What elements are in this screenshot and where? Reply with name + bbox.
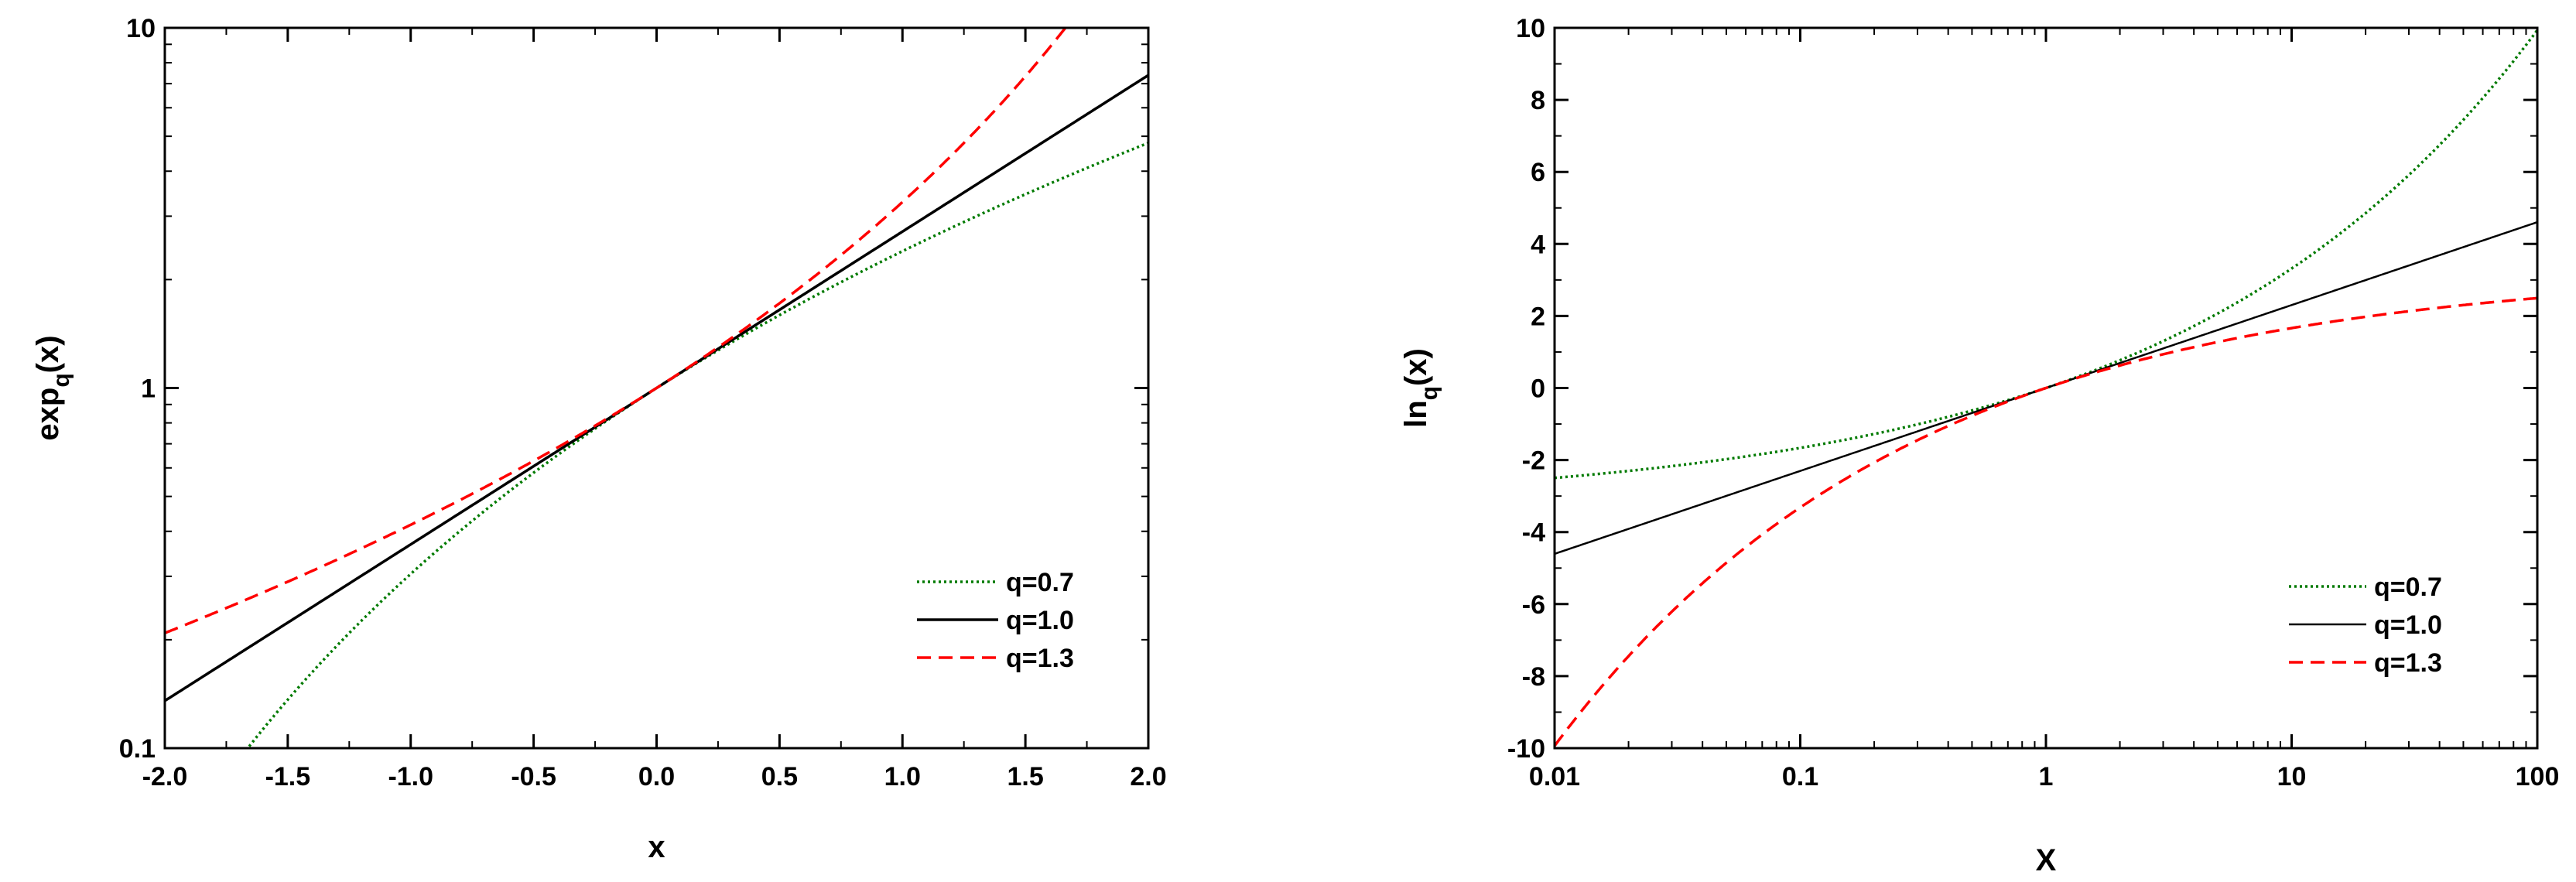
y-title-main: ln bbox=[1399, 400, 1433, 428]
x-tick-label: 10 bbox=[2277, 762, 2307, 791]
y-tick-label: 0 bbox=[1531, 374, 1545, 404]
y-tick-label: -4 bbox=[1522, 518, 1545, 548]
x-tick-label: 1 bbox=[2039, 762, 2054, 791]
y-tick-label: -2 bbox=[1522, 446, 1545, 476]
y-tick-label: 10 bbox=[126, 14, 156, 43]
series-line-q=0.7 bbox=[245, 142, 1148, 748]
legend-label: q=1.0 bbox=[2374, 610, 2442, 640]
x-tick-label: 100 bbox=[2516, 762, 2560, 791]
series-line-q=1.3 bbox=[1555, 296, 2537, 747]
legend-label: q=0.7 bbox=[1006, 568, 1074, 597]
x-axis-title: X bbox=[2036, 843, 2057, 877]
y-tick-label: 8 bbox=[1531, 86, 1545, 115]
series-line-q=0.7 bbox=[1555, 29, 2537, 480]
x-tick-label: 0.01 bbox=[1529, 762, 1580, 791]
legend-label: q=0.7 bbox=[2374, 573, 2442, 602]
y-title-main: exp bbox=[31, 388, 65, 441]
x-tick-label: 0.1 bbox=[1782, 762, 1818, 791]
x-tick-label: 0.5 bbox=[761, 762, 798, 791]
x-axis-title: x bbox=[648, 830, 665, 864]
y-title-subscript: q bbox=[49, 373, 74, 387]
x-tick-label: 1.0 bbox=[884, 762, 921, 791]
y-tick-label: -10 bbox=[1507, 734, 1545, 764]
y-tick-label: -8 bbox=[1522, 662, 1545, 692]
series-line-q=1.3 bbox=[165, 28, 1068, 634]
y-tick-label: 1 bbox=[141, 374, 156, 404]
y-tick-label: 10 bbox=[1516, 14, 1545, 43]
series-group bbox=[1555, 29, 2537, 747]
y-axis-title: lnq(x) bbox=[1399, 348, 1442, 428]
x-tick-label: 0.0 bbox=[638, 762, 675, 791]
y-axis-title: expq(x) bbox=[31, 335, 74, 440]
x-tick-label: -1.0 bbox=[388, 762, 433, 791]
legend-label: q=1.3 bbox=[2374, 648, 2442, 678]
x-axis: 0.01 0.1 1 10 100 bbox=[1529, 28, 2559, 791]
y-tick-label: -6 bbox=[1522, 590, 1545, 620]
y-tick-label: 6 bbox=[1531, 158, 1545, 187]
x-tick-label: 2.0 bbox=[1130, 762, 1166, 791]
y-title-subscript: q bbox=[1417, 386, 1442, 400]
x-tick-label: -0.5 bbox=[511, 762, 556, 791]
x-axis: -2.0 -1.5 -1.0 -0.5 0.0 0.5 1.0 1.5 2.0 bbox=[142, 28, 1167, 791]
legend-label: q=1.3 bbox=[1006, 644, 1074, 673]
x-tick-label: -2.0 bbox=[142, 762, 188, 791]
y-tick-label: 4 bbox=[1531, 230, 1545, 259]
series-group bbox=[165, 28, 1148, 748]
x-tick-label: -1.5 bbox=[265, 762, 311, 791]
legend-label: q=1.0 bbox=[1006, 606, 1074, 635]
y-title-tail: (x) bbox=[1399, 348, 1433, 386]
legend: q=0.7 q=1.0 q=1.3 bbox=[917, 568, 1074, 673]
y-tick-label: 0.1 bbox=[119, 734, 156, 764]
legend: q=0.7 q=1.0 q=1.3 bbox=[2289, 573, 2442, 678]
x-tick-label: 1.5 bbox=[1007, 762, 1043, 791]
chart-left: -2.0 -1.5 -1.0 -0.5 0.0 0.5 1.0 1.5 2.0 0.1 1 10 x ex… bbox=[31, 14, 1167, 864]
y-title-tail: (x) bbox=[31, 335, 65, 373]
y-tick-label: 2 bbox=[1531, 302, 1545, 331]
y-axis: -10 -8 -6 -4 -2 0 2 4 6 8 10 bbox=[1507, 14, 2537, 764]
y-axis: 0.1 1 10 bbox=[119, 14, 1148, 764]
